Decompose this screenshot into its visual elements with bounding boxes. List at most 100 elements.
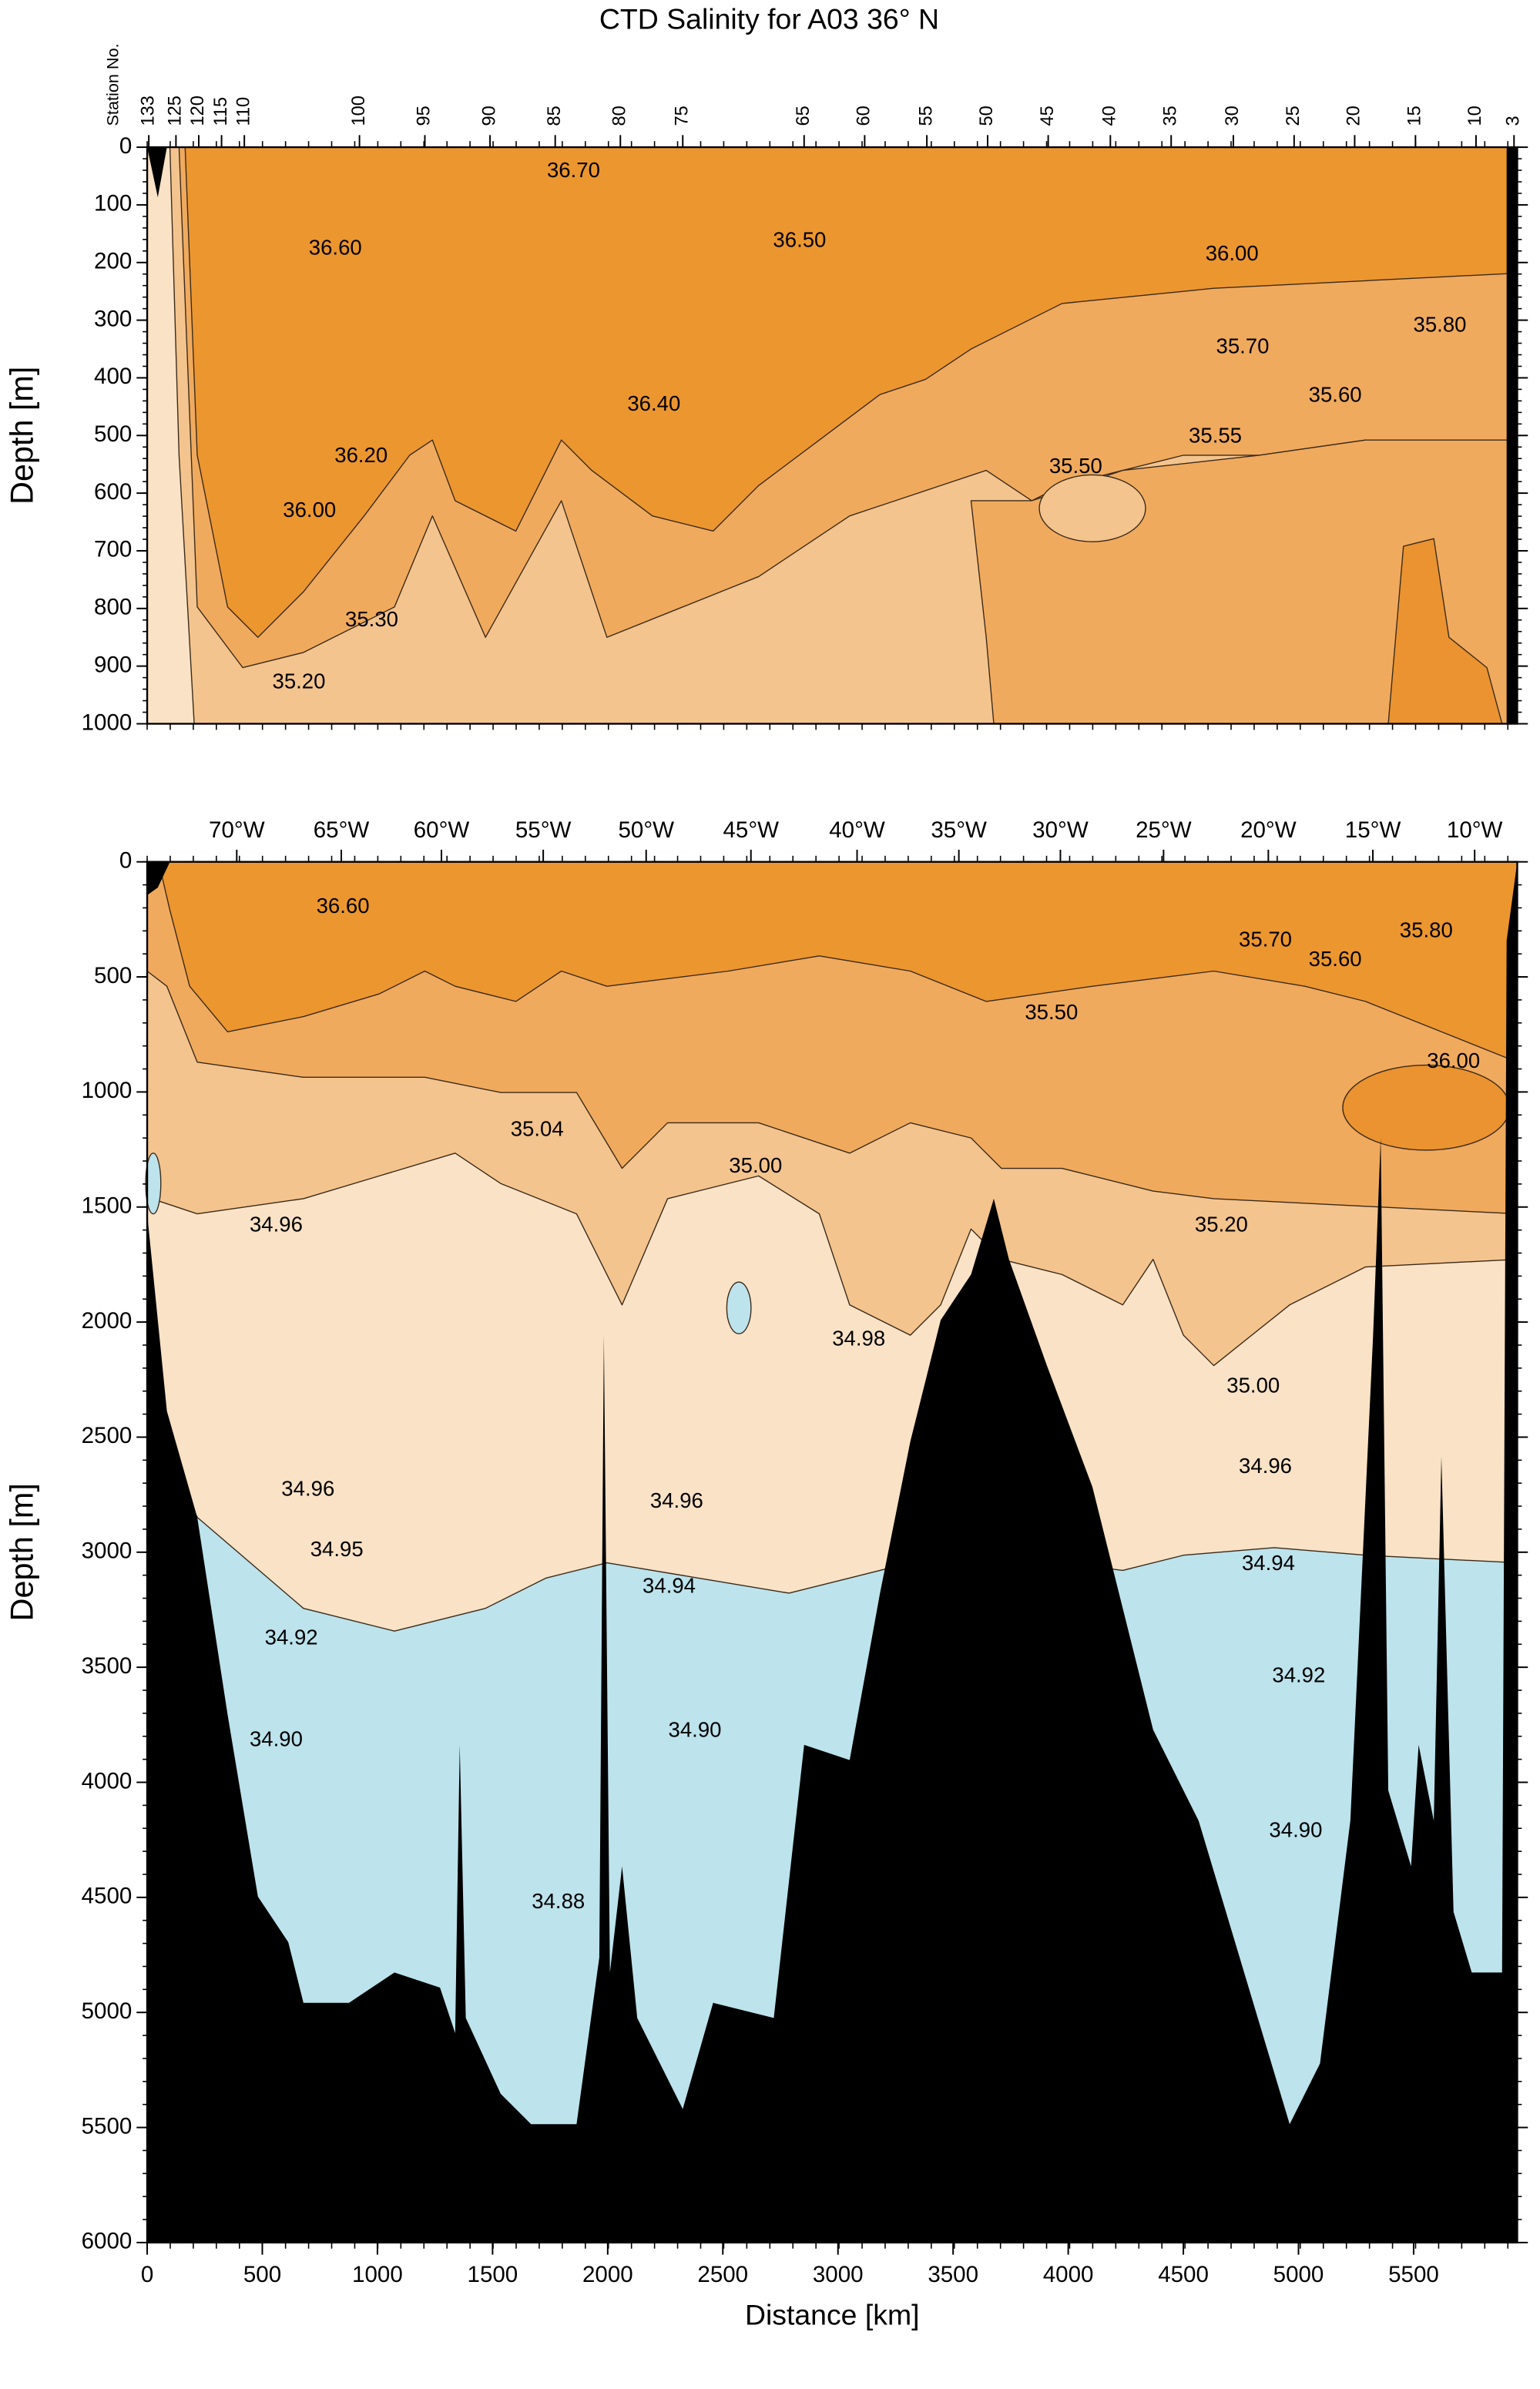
station-label: 90	[479, 106, 499, 126]
watermark: ATLAS	[239, 2199, 284, 2214]
station-label: 50	[977, 106, 997, 126]
x-tick-label: 1000	[352, 2262, 403, 2287]
y-tick-label: 2500	[82, 1423, 133, 1448]
contour-label: 34.96	[250, 1213, 303, 1236]
y-tick-label: 500	[94, 421, 132, 447]
longitude-label: 35°W	[931, 817, 987, 843]
contour-label: 35.04	[511, 1117, 564, 1141]
longitude-label: 50°W	[618, 817, 674, 843]
station-label: 110	[233, 97, 253, 126]
y-tick-label: 3500	[82, 1653, 133, 1679]
y-tick-label: 400	[94, 364, 132, 389]
x-tick-label: 2500	[697, 2262, 748, 2287]
contour-label: 34.92	[1272, 1663, 1325, 1687]
contour-label: 34.96	[281, 1476, 334, 1500]
contour-label: 36.00	[283, 498, 336, 522]
y-tick-label: 500	[94, 963, 132, 988]
x-tick-label: 2000	[582, 2262, 633, 2287]
station-label: 115	[211, 97, 231, 126]
contour-label: 34.94	[643, 1573, 696, 1597]
contour-label: 36.40	[627, 391, 680, 415]
contour-label: 36.50	[773, 227, 826, 251]
contour-label: 35.70	[1216, 334, 1269, 357]
contour-label: 35.20	[1195, 1213, 1248, 1236]
longitude-label: 15°W	[1345, 817, 1401, 843]
station-label: 45	[1038, 106, 1058, 126]
x-tick-label: 4500	[1158, 2262, 1209, 2287]
y-tick-label: 3000	[82, 1538, 133, 1564]
station-label: 55	[916, 106, 936, 126]
bottom-fields	[145, 861, 1518, 2243]
contour-label: 34.95	[310, 1537, 364, 1561]
x-axis-title: Distance [km]	[745, 2298, 920, 2330]
watermark: WOCE	[240, 2141, 282, 2156]
y-tick-label: 100	[94, 191, 132, 216]
x-tick-label: 5000	[1273, 2262, 1324, 2287]
longitude-label: 20°W	[1240, 817, 1297, 843]
y-tick-label: 1000	[82, 710, 133, 735]
y-axis-title: Depth [m]	[4, 367, 39, 505]
station-label: 15	[1405, 106, 1425, 126]
station-label: 80	[609, 106, 629, 126]
longitude-label: 25°W	[1136, 817, 1192, 843]
x2-axis-title: Station No.	[102, 43, 122, 126]
station-label: 133	[138, 96, 158, 126]
contour-label: 35.60	[1309, 947, 1362, 971]
station-label: 60	[854, 106, 874, 126]
y-tick-label: 6000	[82, 2229, 133, 2254]
contour-label: 36.60	[317, 894, 370, 918]
y-tick-label: 2000	[82, 1308, 133, 1334]
longitude-label: 40°W	[829, 817, 885, 843]
chart-title: CTD Salinity for A03 36° N	[599, 2, 939, 35]
y-tick-label: 0	[119, 847, 132, 873]
station-label: 95	[414, 106, 434, 126]
y-tick-label: 300	[94, 306, 132, 331]
y-tick-label: 4000	[82, 1768, 133, 1793]
x-tick-label: 500	[243, 2262, 281, 2287]
x-tick-label: 1500	[468, 2262, 518, 2287]
longitude-label: 70°W	[209, 817, 265, 843]
station-label: 3	[1504, 116, 1524, 126]
x-tick-label: 3000	[813, 2262, 864, 2287]
contour-label: 35.50	[1049, 454, 1102, 478]
contour-label: 35.50	[1025, 1000, 1078, 1024]
longitude-label: 60°W	[414, 817, 470, 843]
y-tick-label: 1000	[82, 1078, 133, 1103]
contour-label: 36.60	[309, 235, 362, 259]
y-axis-title: Depth [m]	[4, 1483, 39, 1621]
contour-label: 36.00	[1206, 241, 1259, 265]
contour-label: 35.60	[1309, 382, 1362, 406]
station-label: 100	[349, 96, 369, 126]
station-label: 35	[1160, 106, 1180, 126]
y-tick-label: 0	[119, 133, 132, 159]
x-tick-label: 4000	[1043, 2262, 1094, 2287]
station-label: 30	[1223, 106, 1243, 126]
contour-label: 35.00	[729, 1153, 782, 1177]
station-label: 40	[1100, 106, 1120, 126]
contour-label: 35.70	[1239, 927, 1292, 951]
y-tick-label: 200	[94, 249, 132, 274]
contour-label: 35.80	[1414, 313, 1467, 337]
station-label: 120	[188, 96, 208, 126]
x-tick-label: 3500	[928, 2262, 978, 2287]
contour-label: 34.96	[650, 1488, 703, 1512]
y-tick-label: 5500	[82, 2113, 133, 2139]
contour-label: 35.30	[345, 607, 398, 631]
contour-label: 36.20	[334, 443, 388, 467]
contour-label: 34.96	[1239, 1454, 1292, 1478]
station-label: 85	[545, 106, 565, 126]
station-label: 65	[793, 106, 814, 126]
y-tick-label: 900	[94, 652, 132, 677]
longitude-label: 10°W	[1447, 817, 1503, 843]
station-label: 25	[1283, 106, 1303, 126]
contour-label: 34.94	[1242, 1551, 1295, 1575]
y-tick-label: 5000	[82, 1998, 133, 2024]
x-tick-label: 0	[141, 2262, 153, 2287]
longitude-label: 55°W	[515, 817, 572, 843]
contour-label: 34.90	[1269, 1817, 1322, 1841]
y-tick-label: 600	[94, 479, 132, 505]
longitude-label: 45°W	[723, 817, 779, 843]
contour-label: 34.90	[669, 1717, 722, 1741]
contour-label: 35.20	[272, 669, 325, 693]
top-fields	[146, 146, 1518, 725]
